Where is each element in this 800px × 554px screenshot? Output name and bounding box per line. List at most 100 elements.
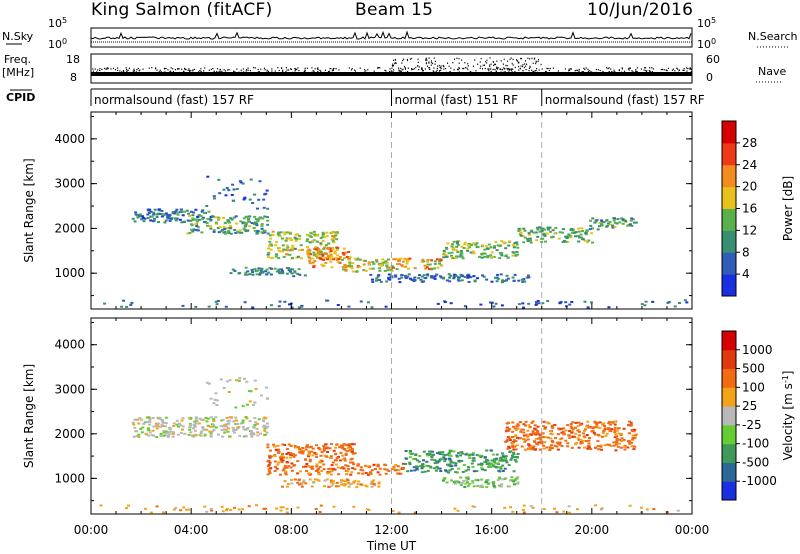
nave-dot [494,63,496,66]
power-cell [297,268,301,271]
nave-dot [287,69,290,71]
nave-dot [589,70,591,72]
nave-dot [503,71,505,73]
velocity-cell [633,445,637,448]
velocity-cell [583,428,587,431]
velocity-cell [500,456,503,459]
velocity-cell [464,453,468,456]
power-cell [222,217,225,219]
nave-dot [618,69,620,71]
nave-dot [285,67,288,69]
nave-dot [454,58,456,60]
power-cell [586,241,590,244]
nave-dot [290,68,292,70]
velocity-cell [292,464,296,467]
nave-dot [314,68,316,70]
velocity-cell [596,445,600,448]
velocity-cell [175,419,179,422]
velocity-cell [182,506,186,509]
nave-dot [338,69,340,71]
nave-dot [393,59,395,61]
velocity-cell [180,419,184,422]
nave-dot [122,69,125,72]
velocity-cell [147,427,150,430]
velocity-cell [597,426,600,429]
power-cell [190,228,194,231]
power-cell [591,241,594,244]
velocity-cell [319,454,323,457]
power-cell [274,255,278,258]
nave-dot [614,71,617,73]
power-cell [153,208,157,211]
power-cell [314,248,318,251]
power-cell [370,306,374,309]
power-cell [286,267,290,269]
power-cell [460,255,464,258]
velocity-cell [460,482,464,484]
nave-dot [520,65,522,67]
power-cell [561,231,565,234]
power-cell [270,256,274,259]
power-cell [523,280,527,283]
nave-dot [233,71,235,73]
nave-dot [541,68,543,70]
nave-dot [458,62,460,64]
power-cell [399,257,403,260]
velocity-cell [344,452,348,455]
velocity-cell [436,452,440,455]
velocity-cell [357,472,361,475]
velocity-cell [456,471,459,474]
nave-dot [406,58,408,61]
velocity-cell [415,466,419,468]
velocity-cell [332,505,336,508]
power-cell [463,305,467,308]
velocity-cell [589,448,593,450]
velocity-cell [597,448,601,451]
velocity-colorbar-swatch [722,387,736,407]
velocity-cell [471,480,475,483]
power-cell [325,299,329,302]
velocity-cell [266,460,270,463]
velocity-cell [526,434,530,437]
power-cell [231,183,235,186]
power-cell [538,230,542,233]
velocity-cell [618,442,621,445]
velocity-cell [191,434,194,437]
nave-dot [601,71,603,73]
velocity-cell [522,437,526,440]
nave-dot [136,69,138,71]
velocity-cell [241,425,245,428]
velocity-cell [486,479,490,482]
power-cell [277,249,281,252]
velocity-cell [543,427,547,430]
power-cell [307,248,311,251]
power-cell [291,268,295,271]
power-cell [607,222,610,225]
nave-dot [686,67,688,69]
power-cell [442,277,445,280]
power-cell [550,236,553,239]
velocity-cell [442,457,446,460]
power-cell [200,231,204,234]
nave-dot [534,70,536,72]
velocity-cell [465,479,469,482]
power-cell [452,275,456,278]
velocity-cell [492,481,496,484]
nave-dot [277,67,279,69]
power-cell [283,233,287,236]
power-cell [499,273,503,276]
nave-dot [432,62,434,65]
velocity-cell [376,465,380,468]
power-cell [283,300,287,303]
power-cell [435,273,439,276]
nave-dot [187,69,189,71]
nave-dot [398,69,400,71]
power-cell [284,248,288,251]
power-cell [258,273,262,276]
nave-dot [439,66,441,69]
nave-dot [282,70,284,72]
power-cell [164,212,168,215]
velocity-cell [383,468,387,471]
velocity-cell [289,452,293,455]
velocity-cell [335,481,339,484]
